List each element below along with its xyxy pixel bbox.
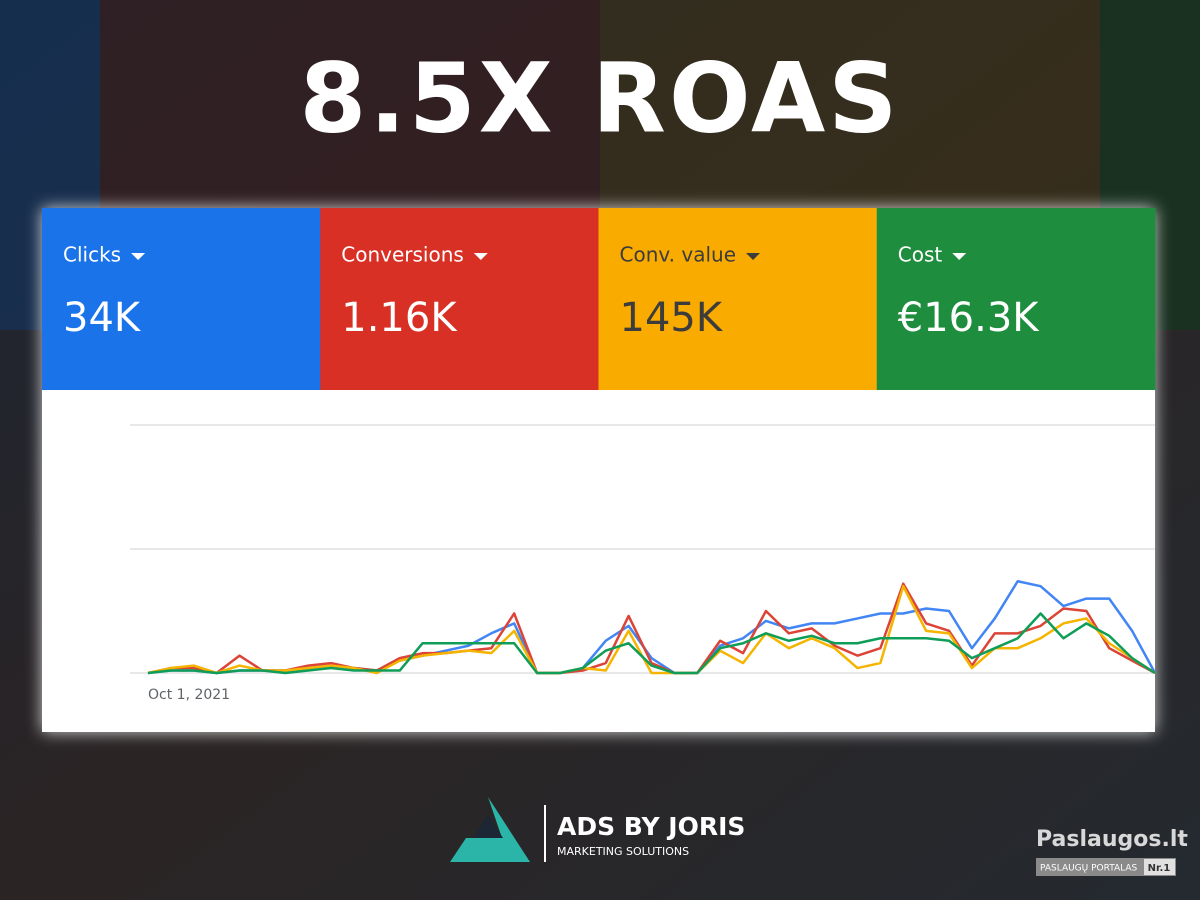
series-line <box>147 582 1156 675</box>
brand: ADS BY JORIS <box>557 812 745 841</box>
logo-icon <box>473 815 503 838</box>
dropdown-arrow <box>952 253 967 260</box>
portal-bar <box>1036 858 1176 876</box>
dropdown-arrow <box>131 253 146 260</box>
portal: Paslaugos.lt <box>1036 827 1188 852</box>
metric-value: €16.3K <box>898 295 1041 341</box>
tagline: MARKETING SOLUTIONS <box>557 845 689 858</box>
metric-value: 145K <box>620 295 724 341</box>
metric-label: Conv. value <box>620 243 737 267</box>
metric-card <box>598 208 878 390</box>
metric-label: Conversions <box>341 243 464 267</box>
series-line <box>147 612 1156 675</box>
metric-card <box>320 208 599 390</box>
series-line <box>147 584 1156 675</box>
dropdown-arrow <box>473 253 488 260</box>
portal-badge: Paslaugos.lt PASLAUGŲ PORTALAS Nr.1 <box>1036 827 1188 876</box>
portal-nr-bg <box>1144 859 1175 875</box>
metric-value: 1.16K <box>341 295 458 341</box>
chart-panel <box>42 390 1155 732</box>
dropdown-arrow <box>746 253 761 260</box>
portal-nr: Nr.1 <box>1148 863 1171 874</box>
x-tick-label: Oct 1, 2021 <box>148 687 230 703</box>
metric-value: 34K <box>63 295 142 341</box>
logo-icon <box>450 797 530 862</box>
metric-label: Clicks <box>63 243 121 267</box>
metric-card <box>876 208 1156 390</box>
headline: 8.5X ROAS <box>300 42 901 154</box>
logo: ADS BY JORIS MARKETING SOLUTIONS <box>450 797 745 862</box>
metric-label: Cost <box>898 243 943 267</box>
metric-card <box>42 208 321 390</box>
portal-sub: PASLAUGŲ PORTALAS <box>1040 864 1138 874</box>
